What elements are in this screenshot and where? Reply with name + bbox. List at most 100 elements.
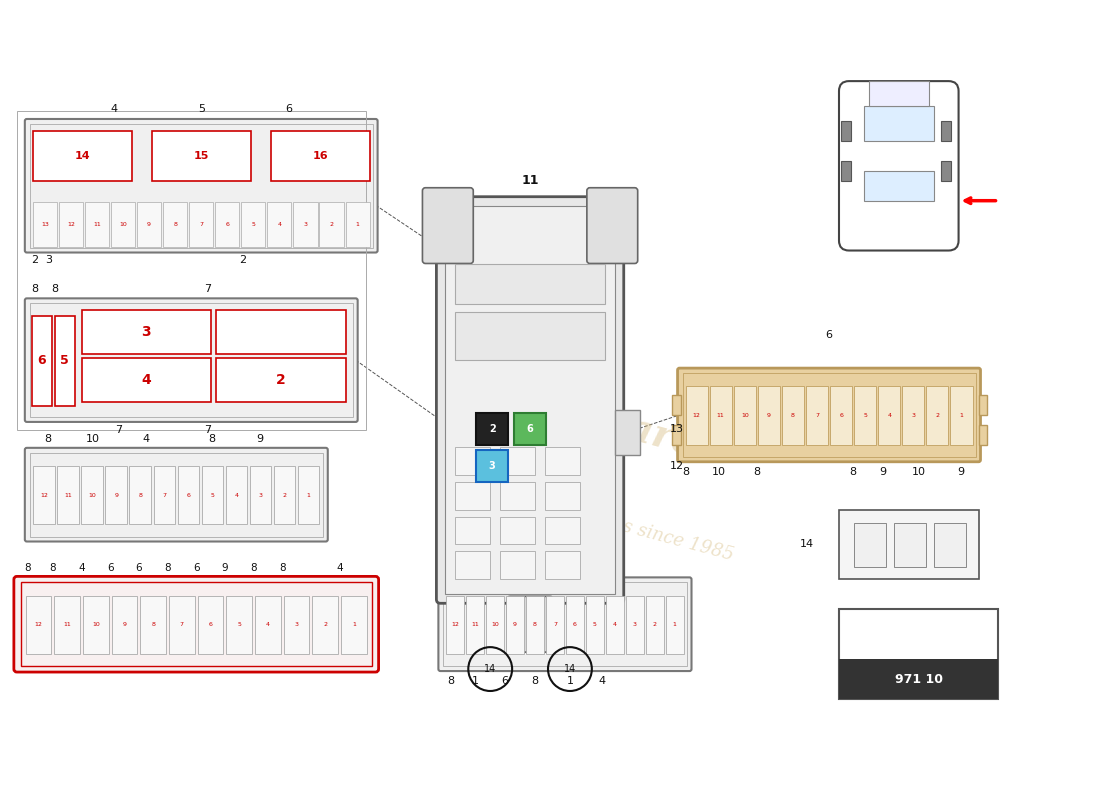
Text: 4: 4 <box>277 222 282 227</box>
Bar <box>32 316 52 406</box>
Text: 8: 8 <box>531 676 539 686</box>
Text: 8: 8 <box>164 563 170 574</box>
Bar <box>312 595 338 654</box>
Text: 1: 1 <box>672 622 676 627</box>
Text: 4: 4 <box>142 374 152 387</box>
Text: 1: 1 <box>307 493 310 498</box>
Text: 3: 3 <box>142 325 151 339</box>
Text: 6: 6 <box>285 104 292 114</box>
Text: 9: 9 <box>957 466 964 477</box>
Text: 12: 12 <box>67 222 75 227</box>
Bar <box>466 595 484 654</box>
Text: 8: 8 <box>754 466 761 477</box>
Text: 10: 10 <box>86 434 100 444</box>
Text: 5: 5 <box>252 222 255 227</box>
Text: 8: 8 <box>139 493 142 498</box>
Bar <box>55 316 75 406</box>
Bar <box>514 413 546 445</box>
Bar <box>226 466 248 524</box>
Bar <box>546 595 564 654</box>
Text: 4: 4 <box>266 622 270 627</box>
Text: 4: 4 <box>888 413 891 418</box>
Text: 14: 14 <box>800 539 814 550</box>
Bar <box>201 466 223 524</box>
Bar <box>30 124 373 247</box>
Bar <box>274 466 295 524</box>
Text: 4: 4 <box>337 563 343 574</box>
Bar <box>154 466 175 524</box>
Text: Eurospares: Eurospares <box>476 370 724 470</box>
Text: 6: 6 <box>226 222 229 227</box>
Text: 9: 9 <box>767 413 771 418</box>
Text: 3: 3 <box>911 413 915 418</box>
Text: 1: 1 <box>472 676 478 686</box>
Text: 1: 1 <box>352 622 355 627</box>
FancyBboxPatch shape <box>437 197 624 603</box>
Bar <box>446 206 615 594</box>
Bar <box>267 202 292 247</box>
Bar <box>455 551 491 579</box>
Text: 6: 6 <box>135 563 142 574</box>
Bar <box>169 595 195 654</box>
Text: 9: 9 <box>256 434 264 444</box>
Bar <box>646 595 663 654</box>
Text: 8: 8 <box>682 466 689 477</box>
Text: 6: 6 <box>502 676 508 686</box>
Text: 7: 7 <box>199 222 204 227</box>
Text: 13: 13 <box>41 222 48 227</box>
Bar <box>241 202 265 247</box>
Text: 6: 6 <box>209 622 212 627</box>
Text: 1: 1 <box>566 676 573 686</box>
Text: 9: 9 <box>114 493 118 498</box>
Text: 9: 9 <box>147 222 151 227</box>
Bar <box>544 482 580 510</box>
Bar <box>85 202 109 247</box>
Text: 5: 5 <box>593 622 597 627</box>
Bar <box>198 595 223 654</box>
Bar <box>672 395 681 415</box>
Text: 15: 15 <box>194 151 209 161</box>
Bar <box>271 131 370 181</box>
Bar <box>455 517 491 545</box>
Text: 2: 2 <box>935 413 939 418</box>
Bar <box>250 466 272 524</box>
Bar <box>138 202 161 247</box>
Bar <box>33 202 57 247</box>
Text: 14: 14 <box>484 664 496 674</box>
Bar <box>842 161 851 181</box>
Text: 7: 7 <box>205 284 211 294</box>
Bar <box>284 595 309 654</box>
Text: 8: 8 <box>173 222 177 227</box>
Text: 7: 7 <box>815 413 820 418</box>
Bar <box>940 121 950 141</box>
Text: 3: 3 <box>295 622 298 627</box>
Bar <box>33 131 132 181</box>
Bar <box>455 482 491 510</box>
Bar <box>111 202 135 247</box>
FancyBboxPatch shape <box>507 596 553 652</box>
Bar <box>112 595 138 654</box>
Bar <box>81 358 211 402</box>
Text: 12: 12 <box>35 622 43 627</box>
Bar <box>854 522 886 567</box>
Text: 11: 11 <box>717 413 725 418</box>
Text: 5: 5 <box>864 413 867 418</box>
Bar <box>586 595 604 654</box>
Bar <box>455 312 605 360</box>
Text: 6: 6 <box>825 330 833 340</box>
Bar <box>979 425 988 445</box>
Bar <box>455 447 491 474</box>
Bar <box>106 466 127 524</box>
FancyBboxPatch shape <box>678 368 980 462</box>
Bar <box>16 111 365 430</box>
Text: 3: 3 <box>258 493 263 498</box>
Bar <box>685 386 707 445</box>
Bar <box>894 522 926 567</box>
Text: 8: 8 <box>52 284 58 294</box>
Bar <box>455 265 605 304</box>
Text: 2: 2 <box>240 255 246 266</box>
Bar <box>500 447 535 474</box>
Bar <box>710 386 732 445</box>
Text: 4: 4 <box>234 493 239 498</box>
Bar <box>255 595 280 654</box>
